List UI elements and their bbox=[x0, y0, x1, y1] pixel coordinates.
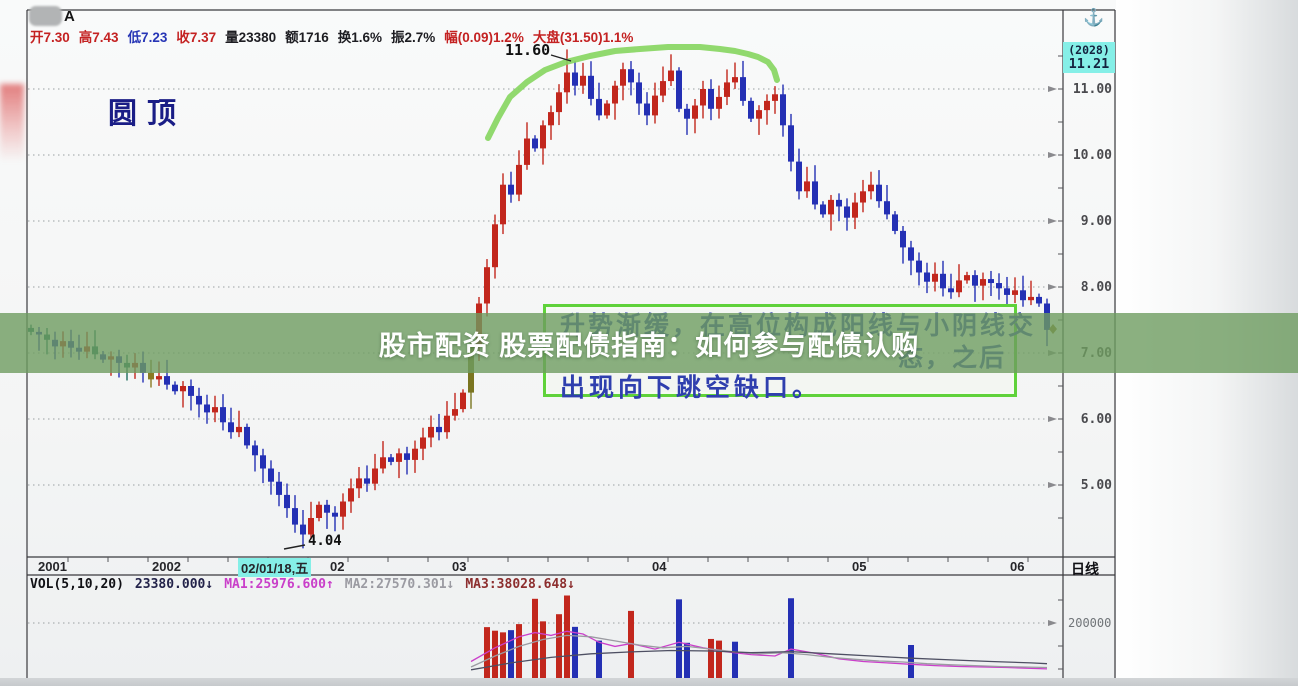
watermark-band bbox=[0, 313, 1298, 373]
price-marker-value: 11.21 bbox=[1068, 55, 1110, 72]
price-tick-label: 6.00 bbox=[1080, 412, 1112, 427]
volume-header-item: 23380.000↓ bbox=[134, 577, 214, 592]
volume-bars bbox=[484, 595, 914, 686]
date-tick-label: 2001 bbox=[38, 559, 67, 574]
price-marker-count: (2028) bbox=[1068, 43, 1110, 57]
gridline-arrow bbox=[1048, 152, 1057, 158]
quote-info-item: 换1.6% bbox=[337, 30, 382, 45]
low-price-callout: 4.04 bbox=[308, 533, 342, 549]
date-tick-label: 05 bbox=[852, 559, 867, 574]
period-selector-daily: 日线 bbox=[1071, 561, 1099, 577]
annotation-line-3: 出现向下跳空缺口。 bbox=[560, 373, 822, 402]
date-tick-label: 06 bbox=[1010, 559, 1025, 574]
quote-info-bar: 开7.30 高7.43 低7.23 收7.37 量23380 额1716 换1.6% 振2.7… bbox=[30, 26, 642, 45]
volume-axis-label: 200000 bbox=[1068, 616, 1112, 630]
date-tick-label: 03 bbox=[452, 559, 467, 574]
pattern-label: 圆顶 bbox=[108, 98, 187, 130]
volume-header-item: MA1:25976.600↑ bbox=[224, 577, 334, 592]
gridline-arrow bbox=[1048, 482, 1057, 488]
quote-info-item: 额1716 bbox=[285, 30, 329, 45]
current-price-marker: (2028) 11.21 bbox=[1063, 42, 1115, 73]
quote-info-item: 收7.37 bbox=[176, 30, 217, 45]
quote-info-item: 振2.7% bbox=[391, 30, 436, 45]
volume-ma3-line bbox=[470, 649, 1048, 671]
volume-header-item: VOL(5,10,20) bbox=[30, 577, 124, 592]
date-tick-label: 02 bbox=[330, 559, 345, 574]
quote-info-item: 量23380 bbox=[225, 30, 277, 45]
volume-header-item: MA3:38028.648↓ bbox=[465, 577, 575, 592]
date-cursor-label: 02/01/18,五 bbox=[238, 558, 312, 577]
gridline-arrow bbox=[1048, 620, 1057, 626]
price-tick-label: 5.00 bbox=[1080, 478, 1112, 493]
price-tick-label: 11.00 bbox=[1072, 82, 1112, 97]
volume-header-item: MA2:27570.301↓ bbox=[344, 577, 455, 592]
callout-pointer bbox=[550, 54, 572, 62]
stock-name-suffix: A bbox=[64, 8, 75, 25]
page-title: 股市配资 股票配债指南：如何参与配债认购 bbox=[378, 330, 920, 361]
stock-name-blur bbox=[29, 6, 62, 26]
price-tick-label: 9.00 bbox=[1080, 214, 1112, 229]
quote-info-item: 高7.43 bbox=[78, 30, 119, 45]
gridline-arrow bbox=[1048, 86, 1057, 92]
left-edge-smudge bbox=[0, 84, 24, 162]
volume-ma1-line bbox=[470, 630, 1048, 670]
gridline-arrow bbox=[1048, 218, 1057, 224]
anchor-icon: ⚓ bbox=[1083, 8, 1105, 27]
gridline-arrow bbox=[1048, 416, 1057, 422]
callout-pointer bbox=[283, 544, 306, 550]
volume-ma2-line bbox=[470, 634, 1048, 669]
gridline-arrow bbox=[1048, 284, 1057, 290]
price-tick-label: 10.00 bbox=[1072, 148, 1112, 163]
date-tick-label: 04 bbox=[652, 559, 667, 574]
volume-indicator-header: VOL(5,10,20) 23380.000↓ MA1:25976.600↑ MA2:… bbox=[30, 577, 586, 592]
quote-info-item: 开7.30 bbox=[30, 30, 70, 45]
page-bottom-edge bbox=[0, 678, 1298, 686]
quote-info-item: 低7.23 bbox=[127, 30, 168, 45]
date-tick-label: 2002 bbox=[152, 559, 181, 574]
round-top-curve bbox=[485, 44, 780, 141]
price-tick-label: 8.00 bbox=[1080, 280, 1112, 295]
high-price-callout: 11.60 bbox=[505, 41, 551, 59]
quote-info-item: 幅(0.09)1.2% bbox=[444, 30, 524, 45]
quote-info-item: 大盘(31.50)1.1% bbox=[532, 30, 634, 45]
